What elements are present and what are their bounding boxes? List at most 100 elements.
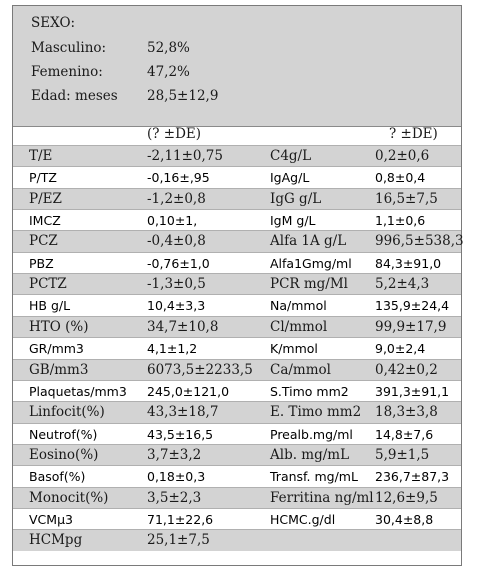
row-value-right: 5,2±4,3	[375, 276, 430, 293]
row-value-right: 391,3±91,1	[375, 383, 450, 399]
table-row: PCZ -0,4±0,8 Alfa 1A g/L 996,5±538,3	[13, 230, 464, 252]
row-label-right: Cl/mmol	[270, 318, 328, 335]
row-label-left: VCMµ3	[29, 511, 73, 527]
table-row: GR/mm3 4,1±1,2 K/mmol 9,0±2,4	[13, 337, 461, 358]
row-label-right: Ca/mmol	[270, 361, 331, 378]
row-label-right: C4g/L	[270, 148, 312, 164]
table-row: Monocit(%) 3,5±2,3 Ferritina ng/ml 12,6±9,5	[13, 486, 461, 508]
table-row: Plaquetas/mm3 245,0±121,0 S.Timo mm2 391,3±…	[13, 379, 461, 401]
row-label-left: Basof(%)	[29, 469, 86, 485]
table-row: VCMµ3 71,1±22,6 HCMC.g/dl 30,4±8,8	[13, 507, 461, 529]
femenino-label: Femenino:	[31, 64, 103, 80]
table-row: HB g/L 10,4±3,3 Na/mmol 135,9±24,4	[13, 294, 461, 315]
row-value-right: 135,9±24,4	[375, 298, 450, 314]
masculino-row: Masculino: 52,8%	[13, 37, 461, 60]
demographics-header: SEXO: Masculino: 52,8% Femenino: 47,2% E…	[13, 6, 461, 127]
row-label-right: Ferritina ng/ml	[270, 489, 374, 506]
column-header: (? ±DE) ? ±DE)	[13, 123, 461, 145]
table-row: PBZ -0,76±1,0 Alfa1Gmg/ml 84,3±91,0	[13, 251, 461, 273]
row-value-left: 43,3±18,7	[147, 404, 219, 421]
sexo-label: SEXO:	[31, 15, 76, 31]
femenino-row: Femenino: 47,2%	[13, 61, 461, 84]
row-label-right: IgG g/L	[270, 190, 322, 207]
row-value-left: -2,11±0,75	[147, 148, 223, 164]
row-label-right: E. Timo mm2	[270, 404, 362, 421]
row-label-right: IgAg/L	[270, 170, 310, 186]
row-label-right: PCR mg/Ml	[270, 276, 349, 293]
row-label-left: Linfocit(%)	[29, 404, 105, 421]
row-label-left: P/EZ	[29, 190, 62, 207]
row-label-right: Alfa1Gmg/ml	[270, 255, 352, 271]
edad-value: 28,5±12,9	[147, 88, 219, 104]
row-label-left: PBZ	[29, 255, 54, 271]
row-value-left: -1,3±0,5	[147, 276, 206, 293]
row-label-left: Plaquetas/mm3	[29, 383, 127, 399]
row-label-left: HB g/L	[29, 298, 71, 314]
row-label-left: PCZ	[29, 233, 58, 250]
table-row: PCTZ -1,3±0,5 PCR mg/Ml 5,2±4,3	[13, 273, 461, 295]
row-value-right: 12,6±9,5	[375, 489, 438, 506]
row-value-left: 4,1±1,2	[147, 341, 198, 357]
row-value-left: 0,18±0,3	[147, 469, 206, 485]
row-label-left: Monocit(%)	[29, 489, 109, 506]
table-row: HTO (%) 34,7±10,8 Cl/mmol 99,9±17,9	[13, 315, 461, 338]
row-label-left: GB/mm3	[29, 361, 89, 378]
data-table: SEXO: Masculino: 52,8% Femenino: 47,2% E…	[12, 5, 464, 566]
row-label-right: Prealb.mg/ml	[270, 426, 353, 442]
edad-row: Edad: meses 28,5±12,9	[13, 85, 461, 108]
row-value-right: 16,5±7,5	[375, 190, 438, 207]
sexo-row: SEXO:	[13, 12, 461, 35]
row-value-right: 99,9±17,9	[375, 318, 447, 335]
row-label-left: T/E	[29, 148, 53, 164]
row-value-right: 0,2±0,6	[375, 148, 430, 164]
row-value-right: 1,1±0,6	[375, 213, 426, 229]
row-value-left: -0,16±,95	[147, 170, 210, 186]
row-value-left: 10,4±3,3	[147, 298, 206, 314]
row-value-left: 3,5±2,3	[147, 489, 202, 506]
table-row: P/EZ -1,2±0,8 IgG g/L 16,5±7,5	[13, 187, 461, 210]
row-label-right: K/mmol	[270, 341, 318, 357]
row-label-left: Neutrof(%)	[29, 426, 98, 442]
masculino-value: 52,8%	[147, 40, 190, 56]
row-value-left: 43,5±16,5	[147, 426, 214, 442]
table-row: T/E -2,11±0,75 C4g/L 0,2±0,6	[13, 145, 461, 167]
row-label-left: HTO (%)	[29, 318, 89, 335]
table-row: Neutrof(%) 43,5±16,5 Prealb.mg/ml 14,8±7,6	[13, 422, 461, 444]
row-label-right: IgM g/L	[270, 213, 316, 229]
row-value-left: 6073,5±2233,5	[147, 361, 253, 378]
row-value-right: 5,9±1,5	[375, 446, 430, 463]
row-value-left: 71,1±22,6	[147, 511, 214, 527]
table-row: Linfocit(%) 43,3±18,7 E. Timo mm2 18,3±3,8	[13, 401, 461, 423]
row-label-left: GR/mm3	[29, 341, 84, 357]
row-label-left: Eosino(%)	[29, 446, 99, 463]
row-value-right: 0,42±0,2	[375, 361, 438, 378]
row-label-left: PCTZ	[29, 276, 67, 293]
row-label-right: Na/mmol	[270, 298, 327, 314]
masculino-label: Masculino:	[31, 40, 107, 56]
row-value-right: 236,7±87,3	[375, 469, 450, 485]
row-label-left: P/TZ	[29, 170, 57, 186]
row-value-right: 0,8±0,4	[375, 170, 426, 186]
row-value-left: 3,7±3,2	[147, 446, 202, 463]
row-value-left: 25,1±7,5	[147, 532, 210, 549]
row-value-left: 34,7±10,8	[147, 318, 219, 335]
row-label-right: Alfa 1A g/L	[270, 233, 347, 250]
table-row: Eosino(%) 3,7±3,2 Alb. mg/mL 5,9±1,5	[13, 443, 461, 466]
row-label-left: HCMpg	[29, 532, 83, 549]
table-row: P/TZ -0,16±,95 IgAg/L 0,8±0,4	[13, 166, 461, 187]
row-value-right: 84,3±91,0	[375, 255, 442, 271]
row-label-right: Alb. mg/mL	[270, 446, 350, 463]
row-value-left: 245,0±121,0	[147, 383, 230, 399]
column-header-right: ? ±DE)	[389, 126, 438, 142]
column-header-left: (? ±DE)	[147, 126, 202, 142]
table-row: GB/mm3 6073,5±2233,5 Ca/mmol 0,42±0,2	[13, 358, 461, 380]
row-value-right: 14,8±7,6	[375, 426, 434, 442]
row-value-left: -0,4±0,8	[147, 233, 206, 250]
table-row: IMCZ 0,10±1, IgM g/L 1,1±0,6	[13, 209, 461, 230]
row-value-right: 9,0±2,4	[375, 341, 426, 357]
edad-label: Edad: meses	[31, 88, 118, 104]
row-value-left: -1,2±0,8	[147, 190, 206, 207]
row-value-left: -0,76±1,0	[147, 255, 210, 271]
table-row: HCMpg 25,1±7,5	[13, 529, 461, 551]
row-label-right: HCMC.g/dl	[270, 511, 336, 527]
